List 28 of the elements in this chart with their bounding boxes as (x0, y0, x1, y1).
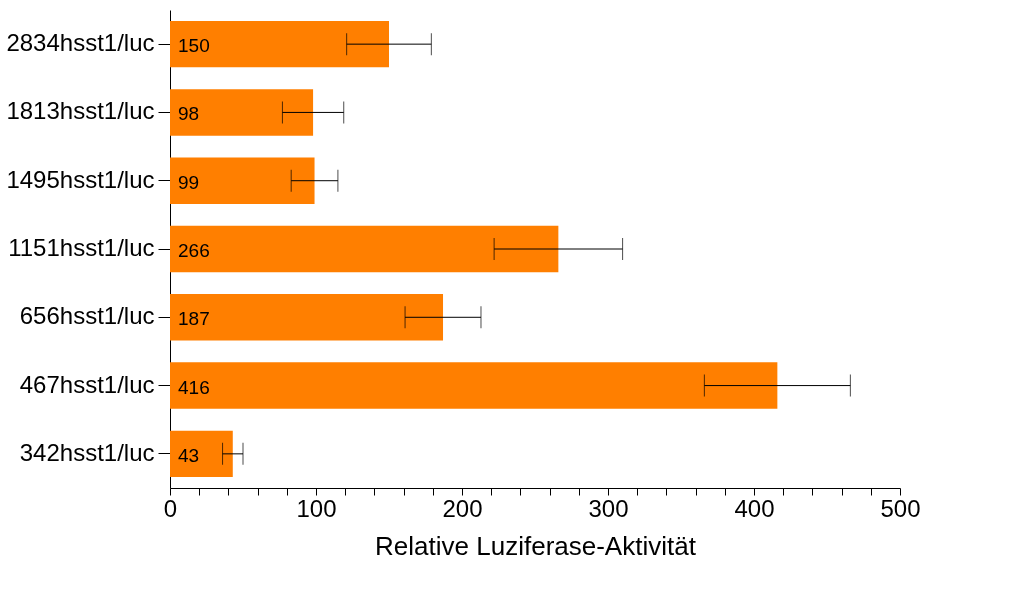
bar (170, 20, 389, 68)
x-tick-label: 400 (734, 494, 775, 522)
x-tick-label: 100 (296, 494, 337, 522)
bar (170, 362, 778, 409)
data-label: 150 (178, 35, 210, 57)
y-tick-label: 2834hsst1/luc (6, 29, 155, 57)
bar (170, 225, 559, 273)
y-tick-label: 1813hsst1/luc (6, 97, 155, 125)
y-tick-label: 467hsst1/luc (19, 370, 155, 398)
data-label: 416 (178, 376, 210, 398)
y-tick-label: 342hsst1/luc (19, 438, 155, 466)
bar (170, 294, 444, 341)
y-tick-label: 1151hsst1/luc (8, 234, 155, 261)
x-tick-label: 0 (163, 494, 178, 522)
bar (170, 430, 233, 478)
bar (170, 89, 314, 136)
data-label: 43 (178, 444, 200, 466)
y-tick-label: 656hsst1/luc (19, 302, 155, 330)
x-tick-label: 500 (880, 494, 921, 522)
bar (170, 157, 315, 204)
data-label: 266 (178, 240, 210, 261)
data-label: 187 (178, 308, 210, 330)
x-axis-title: Relative Luziferase-Aktivität (375, 530, 697, 561)
y-tick-label: 1495hsst1/luc (6, 165, 155, 193)
data-label: 99 (178, 171, 200, 193)
x-tick-label: 300 (588, 494, 629, 522)
data-label: 98 (178, 103, 200, 125)
x-tick-label: 200 (442, 494, 483, 522)
